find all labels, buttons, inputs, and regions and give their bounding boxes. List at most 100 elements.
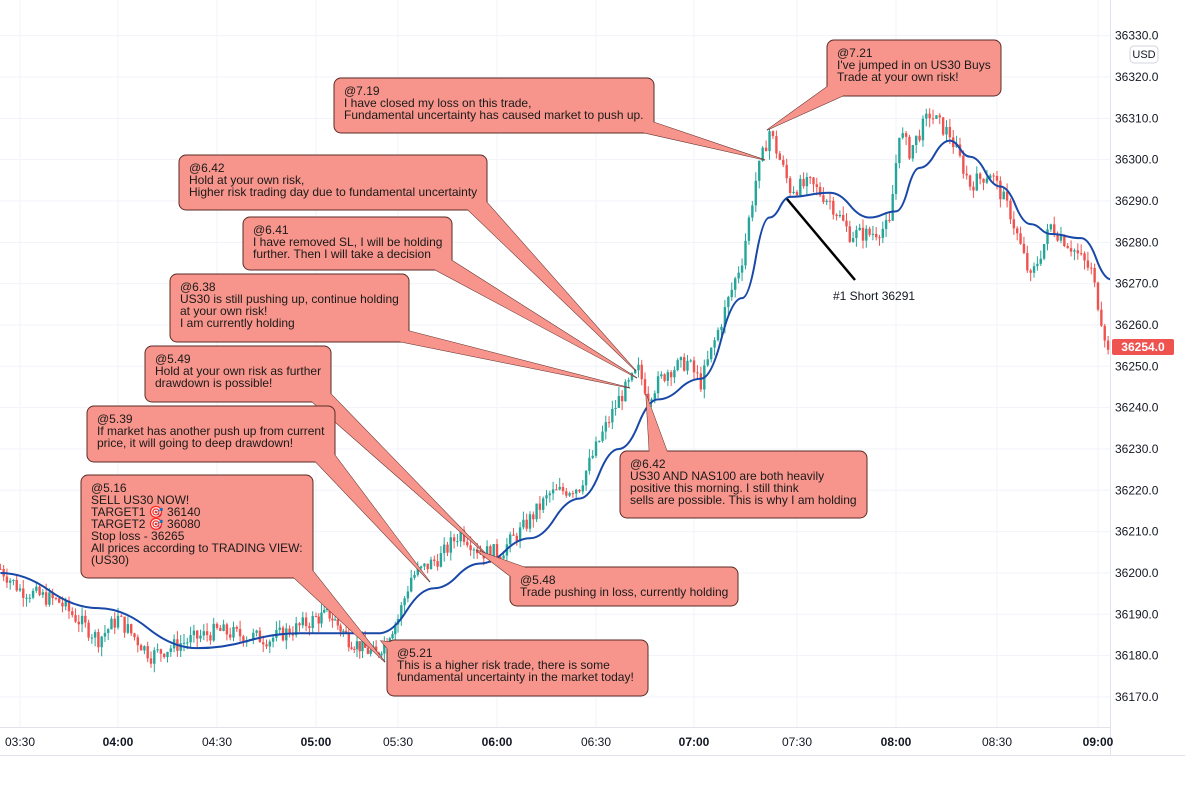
callout-line: Higher risk trading day due to fundament… [189,185,477,199]
candle-body [627,380,630,382]
candle-body [948,126,952,138]
candle-body [159,649,163,654]
candle-body [861,227,865,241]
callout-box [386,639,649,697]
callout-line: Trade pushing in loss, currently holding [520,585,728,599]
callout-line: SELL US30 NOW! [91,493,189,507]
candle-body [449,537,452,553]
candle-body [965,173,968,176]
candle-body [443,544,446,554]
candle-body [120,615,123,617]
candle-body [815,184,818,187]
callout-box [169,273,410,343]
candle-body [945,126,948,135]
price-tick-label: 36180.0 [1115,649,1159,663]
candle-body [598,440,601,442]
candle-body [555,489,558,491]
candle-body [391,634,394,639]
candle-body [61,602,64,607]
candle-body [607,422,611,424]
candle-body [311,616,314,628]
candle-body [788,178,792,193]
candle-body [972,186,975,191]
price-tick-label: 36170.0 [1115,690,1159,704]
candle-body [778,153,782,160]
candle-body [1032,266,1036,273]
candle-body [643,379,647,394]
candle-body [342,630,345,632]
plot-area[interactable]: #1 Short 36291 @7.19I have closed my los… [0,39,1111,697]
candle-body [301,617,304,626]
candle-body [143,646,146,651]
moving-average-line [0,139,1110,650]
price-axis[interactable] [1110,0,1185,755]
candle-body [604,422,607,432]
candle-body [845,220,848,227]
candle-body [683,357,686,371]
candle-body [333,619,337,621]
candle-body [38,586,41,595]
candle-body [149,658,153,664]
candle-body [31,590,35,598]
candle-body [535,503,538,520]
candle-body [1059,235,1063,241]
candle-body [747,217,751,241]
candle-body [472,549,476,551]
time-tick-label: 08:30 [982,735,1012,749]
candle-body [673,370,676,378]
time-axis[interactable] [0,727,1110,755]
candle-body [419,566,423,568]
callout-timestamp: @5.48 [520,573,556,587]
candle-body [77,621,80,625]
callout-at-7-19[interactable]: @7.19I have closed my loss on this trade… [333,77,766,161]
candle-body [1036,263,1039,267]
candle-body [679,357,683,361]
candle-body [941,117,945,135]
candle-body [331,618,334,621]
candle-body [232,627,235,638]
candle-body [212,623,215,641]
candle-body [28,597,31,599]
candle-body [584,470,588,486]
candle-body [314,616,318,618]
candle-body [110,618,113,630]
candle-body [153,650,156,664]
candle-body [459,530,462,542]
candle-body [611,408,614,423]
candle-body [660,374,663,377]
callout-line: Trade at your own risk! [837,70,959,84]
candle-body [304,617,308,627]
candle-body [369,650,372,654]
candle-body [754,180,757,206]
candle-body [686,360,689,371]
candle-body [1042,243,1046,259]
candle-body [462,530,466,542]
time-tick-label: 09:00 [1083,735,1114,749]
candle-body [456,541,459,543]
callout-timestamp: @6.38 [180,280,216,294]
candle-body [139,645,143,651]
candle-body [426,563,429,570]
callout-at-6-41[interactable]: @6.41I have removed SL, I will be holdin… [242,216,638,379]
candle-body [179,643,182,651]
candle-body [640,364,643,380]
candle-body [884,219,888,229]
candle-body [1076,250,1079,254]
price-tick-label: 36230.0 [1115,442,1159,456]
currency-badge[interactable]: USD [1129,45,1159,64]
candle-body [614,407,617,409]
candle-body [209,635,212,641]
callout-timestamp: @6.42 [189,161,225,175]
candle-body [288,628,291,635]
price-tick-label: 36260.0 [1115,318,1159,332]
